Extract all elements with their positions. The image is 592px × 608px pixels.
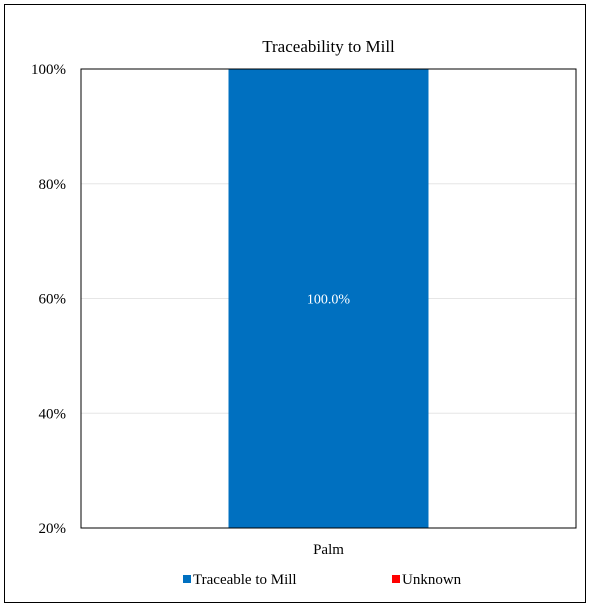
y-tick-label: 100%: [31, 62, 66, 78]
y-tick-label: 60%: [39, 292, 67, 308]
x-axis-ticks: Palm: [313, 542, 344, 558]
legend-label: Unknown: [402, 572, 462, 588]
legend: Traceable to Mill Unknown: [183, 572, 462, 588]
y-tick-label: 20%: [39, 521, 67, 537]
y-tick-label: 80%: [39, 177, 67, 193]
legend-label: Traceable to Mill: [193, 572, 297, 588]
y-axis-ticks: 20% 40% 60% 80% 100%: [31, 62, 66, 537]
y-tick-label: 40%: [39, 406, 67, 422]
x-tick-label: Palm: [313, 542, 344, 558]
legend-swatch: [392, 575, 400, 583]
legend-swatch: [183, 575, 191, 583]
bar-traceable-to-mill: [228, 69, 429, 528]
bars: 100.0%: [228, 69, 429, 528]
plot-area-border: [80, 68, 577, 529]
data-label: 100.0%: [307, 293, 351, 308]
chart-title: Traceability to Mill: [262, 37, 395, 56]
